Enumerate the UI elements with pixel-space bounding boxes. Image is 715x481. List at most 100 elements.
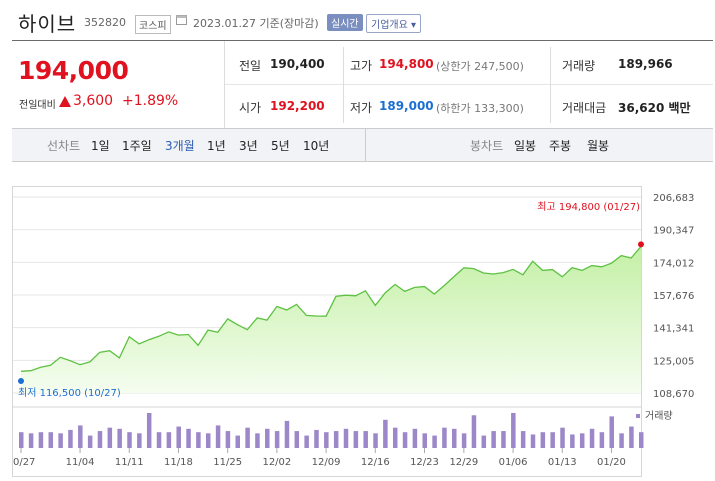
x-tick-label: 12/02 xyxy=(262,457,291,468)
x-tick-label: 12/23 xyxy=(410,457,439,468)
volume-bar xyxy=(166,432,172,448)
stock-header: 하이브 352820 코스피 2023.01.27 기준(장마감) 실시간 기업… xyxy=(0,0,715,40)
volume-bar xyxy=(87,435,93,448)
open-value: 192,200 xyxy=(270,99,325,113)
prev-close-value: 190,400 xyxy=(270,57,325,71)
price-chart-svg: 206,683 190,347 174,012 157,676 141,341 125,0… xyxy=(7,186,694,477)
volume-bar xyxy=(481,435,487,448)
tab-1week[interactable]: 1주일 xyxy=(122,139,152,153)
volume-bar xyxy=(137,433,142,448)
volume-bar xyxy=(78,425,83,448)
volume-bar xyxy=(186,428,191,448)
volume-bar xyxy=(599,432,605,448)
price-chart[interactable]: 206,683 190,347 174,012 157,676 141,341 125,0… xyxy=(7,161,713,477)
x-tick-label: 12/29 xyxy=(449,457,478,468)
low-marker xyxy=(18,378,24,384)
x-tick-label: 11/04 xyxy=(66,457,95,468)
x-tick-label: 11/18 xyxy=(164,457,193,468)
volume-value: 189,966 xyxy=(618,57,673,71)
low-value: 189,000 xyxy=(379,99,434,113)
stock-name[interactable]: 하이브 xyxy=(18,12,77,36)
volume-bar xyxy=(68,429,73,448)
volume-bar xyxy=(314,429,319,448)
y-tick-label: 108,670 xyxy=(653,389,694,400)
volume-bar xyxy=(550,432,555,448)
volume-bar xyxy=(619,433,624,448)
volume-bar xyxy=(412,428,418,448)
volume-legend-swatch xyxy=(636,414,640,418)
amount-label: 거래대금 xyxy=(562,101,607,115)
base-date: 2023.01.27 기준(장마감) xyxy=(193,17,319,30)
volume-bar xyxy=(235,435,241,448)
tab-3month[interactable]: 3개월 xyxy=(165,139,195,153)
tab-3year[interactable]: 3년 xyxy=(239,139,258,153)
price-stats: 전일 190,400 시가 192,200 고가 194,800 (상한가 24… xyxy=(225,41,713,128)
volume-bar xyxy=(107,427,113,448)
tab-monthly[interactable]: 월봉 xyxy=(587,139,610,153)
x-tick-label: 10/27 xyxy=(12,457,35,468)
x-tick-label: 11/25 xyxy=(213,457,242,468)
x-tick-label: 12/09 xyxy=(312,457,341,468)
volume-bar xyxy=(205,433,211,448)
volume-bar xyxy=(274,431,280,448)
period-tabs: 선차트 1일 1주일 3개월 1년 3년 5년 10년 봉차트 일봉 주봉 월봉 xyxy=(12,128,713,162)
volume-bar xyxy=(540,432,546,448)
high-value: 194,800 xyxy=(379,57,434,71)
market-badge: 코스피 xyxy=(135,15,171,34)
upper-limit: (상한가 247,500) xyxy=(436,60,524,73)
x-tick-label: 12/16 xyxy=(361,457,390,468)
volume-bar xyxy=(294,431,300,448)
volume-bar xyxy=(225,431,231,448)
price-area xyxy=(21,246,641,393)
open-label: 시가 xyxy=(239,101,262,115)
x-tick-label: 11/11 xyxy=(115,457,144,468)
volume-bar xyxy=(639,432,644,448)
low-label: 최저 116,500 (10/27) xyxy=(18,387,121,399)
volume-bar xyxy=(491,431,496,448)
volume-bar xyxy=(422,433,427,448)
volume-bar xyxy=(392,427,398,448)
realtime-button[interactable]: 실시간 xyxy=(327,14,363,31)
x-tick-label: 01/13 xyxy=(548,457,577,468)
volume-bar xyxy=(501,431,506,448)
volume-bar xyxy=(471,415,477,448)
volume-bar xyxy=(19,432,24,448)
y-tick-label: 174,012 xyxy=(653,258,694,269)
up-arrow-icon xyxy=(59,96,71,107)
volume-bar xyxy=(215,425,221,448)
volume-bar xyxy=(304,435,309,448)
candle-chart-label: 봉차트 xyxy=(470,139,504,153)
volume-bar xyxy=(97,431,103,448)
tab-5year[interactable]: 5년 xyxy=(271,139,290,153)
x-tick-label: 01/20 xyxy=(597,457,626,468)
volume-bar xyxy=(146,413,152,448)
volume-bar xyxy=(58,433,63,448)
volume-bar xyxy=(127,432,132,448)
tab-weekly[interactable]: 주봉 xyxy=(549,139,572,153)
volume-bar xyxy=(402,432,408,448)
volume-label: 거래량 xyxy=(562,59,596,73)
divider xyxy=(12,40,713,41)
tab-1year[interactable]: 1년 xyxy=(207,139,226,153)
volume-bar xyxy=(265,428,270,448)
volume-bar xyxy=(520,431,526,448)
volume-bar xyxy=(432,435,437,448)
volume-bar xyxy=(196,432,201,448)
price-box: 194,000 전일대비 3,600 +1.89% xyxy=(12,41,225,128)
tab-1day[interactable]: 1일 xyxy=(91,139,110,153)
volume-bar xyxy=(245,427,250,448)
tab-daily[interactable]: 일봉 xyxy=(514,139,537,153)
volume-bar xyxy=(117,428,122,448)
company-info-dropdown[interactable]: 기업개요 ▾ xyxy=(366,14,421,33)
volume-bar xyxy=(530,434,536,448)
amount-value: 36,620 백만 xyxy=(618,101,691,115)
volume-legend-label: 거래량 xyxy=(645,410,673,422)
volume-bar xyxy=(353,431,359,448)
volume-bar xyxy=(383,419,388,448)
y-tick-label: 125,005 xyxy=(653,356,694,367)
volume-bar xyxy=(373,433,378,448)
tab-10year[interactable]: 10년 xyxy=(303,139,330,153)
volume-bar xyxy=(609,416,614,448)
calendar-icon xyxy=(176,15,187,25)
volume-bar xyxy=(560,427,565,448)
